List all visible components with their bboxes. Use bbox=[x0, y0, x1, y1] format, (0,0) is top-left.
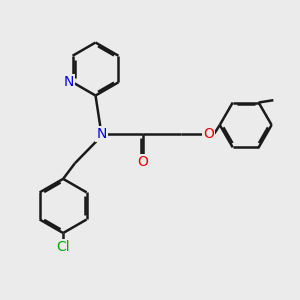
Text: Cl: Cl bbox=[56, 240, 70, 254]
Text: O: O bbox=[203, 127, 214, 141]
Text: N: N bbox=[64, 75, 74, 89]
Text: N: N bbox=[96, 127, 106, 141]
Text: O: O bbox=[137, 155, 148, 169]
